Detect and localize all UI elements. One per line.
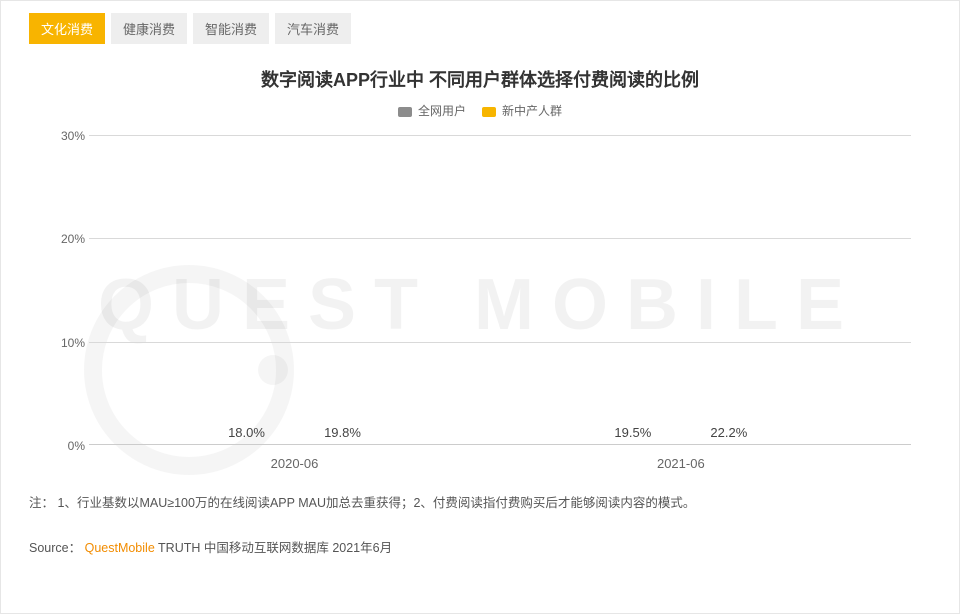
x-category-1: 2021-06: [657, 456, 705, 471]
y-tick-0: 0%: [89, 445, 911, 446]
legend-item-0: 全网用户: [398, 102, 466, 119]
bar-value-label-1-1: 22.2%: [710, 425, 747, 440]
tab-3[interactable]: 汽车消费: [275, 13, 351, 44]
y-tick-30: 30%: [89, 135, 911, 136]
chart-title: 数字阅读APP行业中 不同用户群体选择付费阅读的比例: [29, 66, 931, 92]
chart-area: QUEST MOBILE 0%10%20%30%18.0%19.8%2020-0…: [29, 125, 931, 485]
tab-bar: 文化消费健康消费智能消费汽车消费: [29, 13, 931, 44]
footnote-prefix: 注：: [29, 496, 54, 510]
report-frame: 文化消费健康消费智能消费汽车消费 数字阅读APP行业中 不同用户群体选择付费阅读…: [0, 0, 960, 614]
source-brand: QuestMobile: [85, 541, 155, 555]
y-tick-10: 10%: [89, 342, 911, 343]
legend-swatch-0: [398, 107, 412, 117]
y-tick-label-20: 20%: [45, 232, 85, 246]
source-rest: TRUTH 中国移动互联网数据库 2021年6月: [155, 541, 392, 555]
legend-label-1: 新中产人群: [502, 104, 562, 118]
tab-1[interactable]: 健康消费: [111, 13, 187, 44]
plot-region: 0%10%20%30%18.0%19.8%2020-0619.5%22.2%20…: [89, 135, 911, 445]
legend-swatch-1: [482, 107, 496, 117]
footnote: 注： 1、行业基数以MAU≥100万的在线阅读APP MAU加总去重获得；2、付…: [29, 493, 931, 513]
legend-label-0: 全网用户: [418, 104, 466, 118]
bar-value-label-1-0: 19.5%: [614, 425, 651, 440]
bar-value-label-0-1: 19.8%: [324, 425, 361, 440]
y-tick-20: 20%: [89, 238, 911, 239]
y-tick-label-0: 0%: [45, 439, 85, 453]
source-prefix: Source：: [29, 541, 81, 555]
legend-item-1: 新中产人群: [482, 102, 562, 119]
x-category-0: 2020-06: [271, 456, 319, 471]
tab-0[interactable]: 文化消费: [29, 13, 105, 44]
y-tick-label-10: 10%: [45, 336, 85, 350]
y-tick-label-30: 30%: [45, 129, 85, 143]
tab-2[interactable]: 智能消费: [193, 13, 269, 44]
footnote-text: 1、行业基数以MAU≥100万的在线阅读APP MAU加总去重获得；2、付费阅读…: [58, 496, 696, 510]
bar-value-label-0-0: 18.0%: [228, 425, 265, 440]
source-line: Source： QuestMobile TRUTH 中国移动互联网数据库 202…: [29, 537, 931, 556]
chart-legend: 全网用户 新中产人群: [29, 102, 931, 119]
